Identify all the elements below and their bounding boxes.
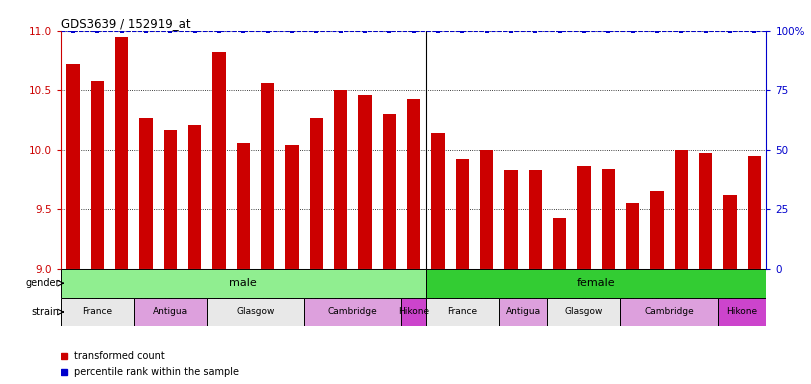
- Text: Antigua: Antigua: [505, 308, 541, 316]
- Bar: [553, 218, 566, 269]
- Bar: [401, 298, 426, 326]
- Bar: [67, 64, 79, 269]
- Bar: [547, 298, 620, 326]
- Text: Cambridge: Cambridge: [644, 308, 694, 316]
- Bar: [504, 170, 517, 269]
- Bar: [115, 36, 128, 269]
- Text: Glasgow: Glasgow: [236, 308, 275, 316]
- Bar: [407, 99, 420, 269]
- Bar: [499, 298, 547, 326]
- Text: transformed count: transformed count: [74, 351, 165, 361]
- Bar: [480, 150, 493, 269]
- Text: gender: gender: [25, 278, 60, 288]
- Bar: [237, 142, 250, 269]
- Bar: [602, 169, 615, 269]
- Bar: [212, 52, 225, 269]
- Bar: [207, 298, 304, 326]
- Text: Antigua: Antigua: [152, 308, 188, 316]
- Text: Glasgow: Glasgow: [564, 308, 603, 316]
- Bar: [134, 298, 207, 326]
- Bar: [699, 153, 712, 269]
- Text: GDS3639 / 152919_at: GDS3639 / 152919_at: [61, 17, 191, 30]
- Bar: [626, 203, 639, 269]
- Bar: [431, 133, 444, 269]
- Bar: [675, 150, 688, 269]
- Bar: [261, 83, 274, 269]
- Bar: [748, 156, 761, 269]
- Bar: [91, 81, 104, 269]
- Bar: [61, 298, 134, 326]
- Text: Cambridge: Cambridge: [328, 308, 378, 316]
- Bar: [650, 191, 663, 269]
- Text: percentile rank within the sample: percentile rank within the sample: [74, 367, 238, 377]
- Bar: [456, 159, 469, 269]
- Bar: [285, 145, 298, 269]
- Bar: [310, 118, 323, 269]
- Text: female: female: [577, 278, 616, 288]
- Text: strain: strain: [32, 307, 60, 317]
- Bar: [426, 269, 779, 298]
- Bar: [383, 114, 396, 269]
- Bar: [358, 95, 371, 269]
- Bar: [718, 298, 766, 326]
- Bar: [61, 269, 426, 298]
- Text: France: France: [447, 308, 478, 316]
- Text: France: France: [82, 308, 113, 316]
- Text: Hikone: Hikone: [727, 308, 757, 316]
- Text: Hikone: Hikone: [398, 308, 429, 316]
- Bar: [139, 118, 152, 269]
- Bar: [620, 298, 718, 326]
- Bar: [334, 90, 347, 269]
- Bar: [164, 129, 177, 269]
- Bar: [188, 125, 201, 269]
- Bar: [577, 166, 590, 269]
- Bar: [304, 298, 401, 326]
- Bar: [426, 298, 499, 326]
- Text: male: male: [230, 278, 257, 288]
- Bar: [529, 170, 542, 269]
- Bar: [723, 195, 736, 269]
